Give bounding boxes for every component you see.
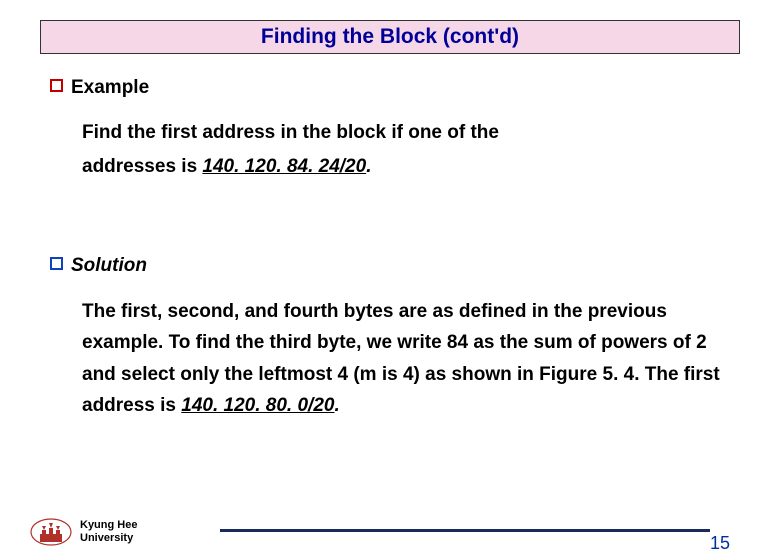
slide-title: Finding the Block (cont'd) bbox=[261, 25, 519, 48]
uni-line1: Kyung Hee bbox=[80, 519, 137, 532]
footer-divider bbox=[220, 529, 710, 532]
example-heading-row: Example bbox=[50, 74, 730, 103]
footer: Kyung Hee University bbox=[30, 518, 137, 546]
solution-address: 140. 120. 80. 0/20 bbox=[181, 395, 334, 416]
slide-content: Example Find the first address in the bl… bbox=[0, 54, 780, 421]
example-heading: Example bbox=[71, 74, 149, 103]
example-line1: Find the first address in the block if o… bbox=[82, 119, 730, 148]
page-number: 15 bbox=[710, 533, 730, 554]
example-period: . bbox=[366, 156, 371, 177]
square-bullet-icon bbox=[50, 79, 63, 92]
university-logo-icon bbox=[30, 518, 72, 546]
solution-block: Solution The first, second, and fourth b… bbox=[50, 252, 730, 422]
example-line2: addresses is 140. 120. 84. 24/20. bbox=[82, 153, 730, 182]
square-bullet-icon bbox=[50, 257, 63, 270]
solution-body: The first, second, and fourth bytes are … bbox=[82, 296, 730, 421]
example-address: 140. 120. 84. 24/20 bbox=[202, 156, 366, 177]
example-line2-prefix: addresses is bbox=[82, 156, 202, 177]
solution-text: The first, second, and fourth bytes are … bbox=[82, 301, 720, 416]
solution-heading-row: Solution bbox=[50, 252, 730, 281]
example-body: Find the first address in the block if o… bbox=[82, 119, 730, 182]
university-name: Kyung Hee University bbox=[80, 519, 137, 545]
uni-line2: University bbox=[80, 532, 137, 545]
solution-heading: Solution bbox=[71, 252, 147, 281]
slide-title-bar: Finding the Block (cont'd) bbox=[40, 20, 740, 54]
solution-period: . bbox=[334, 395, 339, 416]
